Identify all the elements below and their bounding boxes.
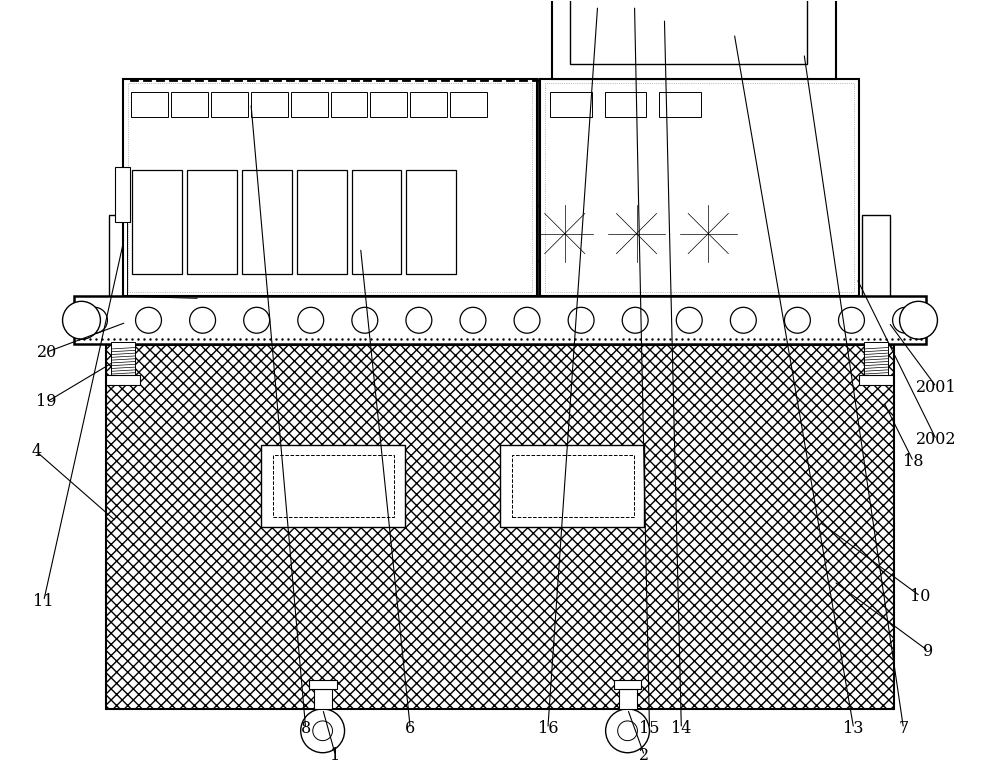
Text: 11: 11 bbox=[33, 593, 54, 610]
Bar bbox=[540, 79, 859, 296]
Bar bbox=[132, 170, 182, 274]
Text: 13: 13 bbox=[843, 720, 864, 737]
Circle shape bbox=[618, 721, 637, 741]
Text: 4: 4 bbox=[32, 443, 42, 461]
Text: 9: 9 bbox=[923, 643, 934, 659]
Circle shape bbox=[730, 307, 756, 333]
Bar bbox=[500, 445, 644, 526]
Text: 2: 2 bbox=[639, 747, 650, 764]
Bar bbox=[106, 375, 140, 385]
Text: 20: 20 bbox=[36, 343, 57, 361]
Text: 10: 10 bbox=[910, 588, 931, 604]
Circle shape bbox=[136, 307, 161, 333]
Circle shape bbox=[784, 307, 810, 333]
Bar bbox=[231, 214, 259, 344]
Circle shape bbox=[460, 307, 486, 333]
Circle shape bbox=[301, 708, 345, 753]
Bar bbox=[291, 92, 328, 117]
Text: 16: 16 bbox=[538, 720, 558, 737]
Bar bbox=[614, 680, 641, 689]
Bar bbox=[352, 170, 401, 274]
Bar bbox=[273, 455, 394, 517]
Bar bbox=[131, 92, 168, 117]
Text: 2002: 2002 bbox=[916, 432, 957, 448]
Text: 14: 14 bbox=[671, 720, 692, 737]
Circle shape bbox=[558, 227, 572, 240]
Bar bbox=[370, 92, 407, 117]
Text: 19: 19 bbox=[36, 393, 57, 411]
Bar bbox=[659, 92, 701, 117]
Circle shape bbox=[839, 307, 864, 333]
Bar bbox=[297, 170, 347, 274]
Bar bbox=[512, 455, 634, 517]
Circle shape bbox=[893, 307, 919, 333]
Circle shape bbox=[568, 307, 594, 333]
Circle shape bbox=[630, 227, 643, 240]
Bar bbox=[171, 92, 208, 117]
Circle shape bbox=[622, 307, 648, 333]
Circle shape bbox=[606, 708, 649, 753]
Bar bbox=[552, 0, 836, 79]
Bar bbox=[187, 170, 237, 274]
Bar bbox=[619, 689, 637, 708]
Bar bbox=[115, 167, 130, 221]
Bar bbox=[106, 345, 894, 708]
Circle shape bbox=[514, 307, 540, 333]
Bar bbox=[242, 170, 292, 274]
Text: 15: 15 bbox=[639, 720, 660, 737]
Bar bbox=[123, 79, 537, 296]
Bar bbox=[211, 92, 248, 117]
Bar bbox=[314, 689, 332, 708]
Text: 6: 6 bbox=[405, 720, 415, 737]
Bar bbox=[862, 214, 890, 344]
Bar bbox=[309, 680, 337, 689]
Bar bbox=[864, 343, 888, 377]
Bar bbox=[605, 92, 646, 117]
Bar bbox=[742, 214, 770, 344]
Bar bbox=[331, 92, 367, 117]
Text: 7: 7 bbox=[898, 720, 909, 737]
Circle shape bbox=[81, 307, 107, 333]
Bar bbox=[251, 92, 288, 117]
Bar bbox=[410, 92, 447, 117]
Bar bbox=[109, 214, 137, 344]
Bar bbox=[859, 375, 893, 385]
Circle shape bbox=[676, 307, 702, 333]
Bar bbox=[450, 92, 487, 117]
Circle shape bbox=[313, 721, 332, 741]
Circle shape bbox=[352, 307, 378, 333]
Circle shape bbox=[701, 227, 715, 240]
Text: 1: 1 bbox=[330, 747, 341, 764]
Bar bbox=[111, 343, 135, 377]
Bar bbox=[550, 92, 592, 117]
Text: 18: 18 bbox=[903, 454, 924, 470]
Circle shape bbox=[900, 301, 937, 339]
Text: 8: 8 bbox=[301, 720, 311, 737]
Bar bbox=[128, 83, 532, 292]
Bar bbox=[106, 345, 894, 708]
Bar bbox=[570, 0, 807, 64]
Text: 2001: 2001 bbox=[916, 378, 957, 396]
Bar bbox=[261, 445, 405, 526]
Circle shape bbox=[190, 307, 216, 333]
Bar bbox=[545, 83, 854, 292]
Bar bbox=[406, 170, 456, 274]
Circle shape bbox=[63, 301, 100, 339]
Circle shape bbox=[406, 307, 432, 333]
Bar bbox=[74, 296, 926, 344]
Circle shape bbox=[244, 307, 270, 333]
Circle shape bbox=[298, 307, 324, 333]
